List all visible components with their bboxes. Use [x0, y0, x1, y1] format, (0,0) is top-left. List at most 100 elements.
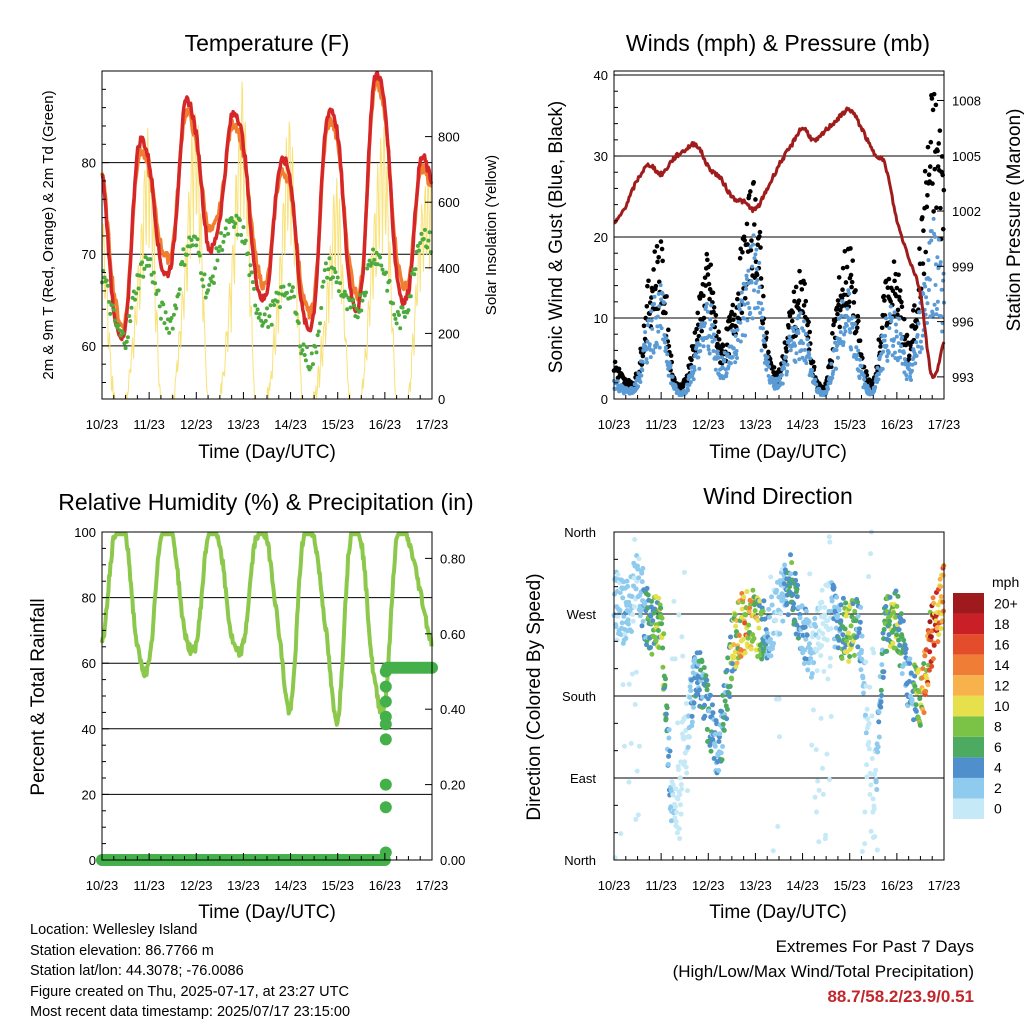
dewpoint-point [112, 318, 117, 323]
wind-point [782, 366, 787, 371]
direction-point [635, 812, 641, 818]
direction-point [814, 668, 820, 674]
gust-point [920, 215, 925, 220]
gust-point [742, 238, 747, 243]
colorbar-swatch [953, 757, 984, 778]
station-info: Location: Wellesley Island Station eleva… [30, 920, 350, 1023]
wind-point [725, 352, 730, 357]
dewpoint-point [392, 312, 397, 317]
humidity-y-axis: 0 20 40 60 80 100 [74, 525, 109, 868]
direction-point [868, 782, 874, 788]
direction-point [618, 831, 624, 837]
humidity-y-tick-label: 60 [82, 656, 96, 671]
wind-point [793, 343, 798, 348]
direction-point [615, 571, 621, 577]
direction-point [724, 667, 730, 673]
gust-point [934, 205, 939, 211]
direction-point [620, 682, 626, 688]
direction-point [751, 636, 757, 642]
dewpoint-point [338, 281, 343, 286]
wind-point [759, 348, 764, 353]
dewpoint-point [201, 284, 206, 289]
wind-point [753, 252, 758, 257]
wind-point [829, 361, 834, 366]
wind-point [704, 301, 709, 306]
wind-point [660, 291, 665, 296]
dewpoint-point [241, 225, 246, 230]
direction-point [901, 637, 907, 643]
direction-point [776, 696, 782, 702]
direction-point [732, 612, 738, 618]
wind-point [936, 237, 941, 242]
direction-point [790, 591, 796, 597]
gust-point [710, 290, 716, 296]
direction-point [666, 727, 672, 733]
dewpoint-point [219, 231, 224, 236]
gust-point [843, 280, 849, 285]
wind-point [934, 307, 939, 312]
direction-point [887, 618, 893, 624]
wind-point [855, 353, 860, 358]
gust-point [704, 251, 710, 257]
direction-point [736, 632, 742, 638]
direction-point [766, 606, 772, 612]
dewpoint-point [142, 266, 147, 271]
wind-point [830, 375, 835, 380]
dewpoint-point [123, 346, 128, 351]
wind-point [712, 337, 717, 342]
temperature-x-tick-label: 15/23 [321, 417, 354, 432]
direction-point [741, 594, 747, 600]
dewpoint-point [276, 291, 281, 296]
dewpoint-point [294, 311, 299, 316]
dewpoint-point [371, 247, 376, 252]
wind-point [646, 318, 651, 323]
dewpoint-point [129, 305, 134, 310]
temperature-right-tick-label: 200 [438, 326, 460, 341]
wind-point [691, 377, 696, 382]
wind-point [649, 318, 654, 323]
temperature-x-tick-label: 11/23 [133, 417, 165, 432]
direction-point [636, 556, 642, 562]
direction-point [900, 618, 906, 624]
direction-point [827, 663, 833, 669]
wind-point [743, 282, 748, 287]
direction-point [799, 603, 805, 609]
wind-point [670, 374, 675, 379]
wind-point [735, 356, 740, 361]
wind-point [733, 333, 738, 338]
wind-point [925, 301, 930, 306]
dewpoint-point [222, 233, 227, 238]
direction-point [864, 762, 870, 768]
gust-point [895, 312, 900, 317]
direction-point [632, 537, 638, 543]
wind-point [692, 364, 697, 369]
wind-point [852, 321, 857, 326]
gust-point [654, 243, 660, 249]
winds-y-label: Sonic Wind & Gust (Blue, Black) [546, 101, 567, 373]
direction-point [817, 604, 823, 610]
wind-point [694, 344, 699, 349]
wind-point [898, 355, 903, 360]
wind-point [873, 384, 878, 389]
wind-point [751, 233, 756, 238]
humidity-y-label: Percent & Total Rainfall [28, 598, 49, 795]
wind-point [805, 337, 810, 342]
wind-point [656, 329, 661, 334]
wind-point [884, 343, 889, 348]
wind-point [742, 302, 747, 307]
direction-point [826, 608, 832, 614]
temperature-right-axis: 0 200 400 600 800 [425, 130, 460, 407]
temperature-right-y-label: Solar Insolation (Yellow) [483, 155, 500, 315]
wind-point [745, 318, 750, 323]
direction-point [704, 687, 710, 693]
direction-point [718, 750, 724, 756]
dewpoint-point [342, 289, 347, 294]
direction-point [803, 608, 809, 614]
wind-point [926, 258, 931, 263]
dewpoint-point [161, 302, 166, 307]
gust-point [660, 258, 665, 264]
dewpoint-point [257, 311, 262, 316]
wind-point [918, 339, 923, 344]
gust-point [839, 295, 845, 301]
direction-point [845, 630, 851, 636]
